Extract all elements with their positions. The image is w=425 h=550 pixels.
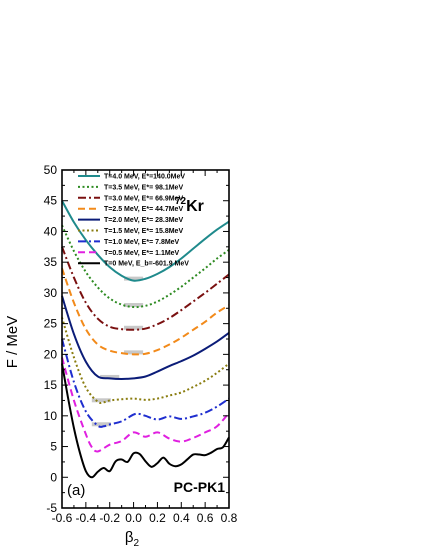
x-tick-label: -0.6 (52, 511, 73, 525)
y-tick-label: 50 (44, 163, 58, 177)
x-tick-label: 0.2 (149, 511, 166, 525)
x-tick-label: -0.4 (76, 511, 97, 525)
legend: T=4.0 MeV, E*=140.0MeV T=3.5 MeV, E*= 98.… (78, 174, 189, 268)
series-line (61, 338, 230, 428)
series-line (61, 268, 230, 356)
minimum-bands (91, 276, 144, 427)
minimum-band (124, 276, 144, 281)
y-tick-label: 15 (44, 378, 58, 392)
legend-label: T=3.5 MeV, E*= 98.1MeV (104, 184, 183, 191)
minimum-band (124, 325, 144, 330)
legend-label: T=4.0 MeV, E*=140.0MeV (104, 174, 185, 181)
model-label: PC-PK1 (174, 479, 226, 495)
minimum-band (124, 350, 144, 355)
axis-ticks: -0.6 -0.4 -0.2 0.0 0.2 0.4 0.6 0.8 -5 0 5 10 15 20 25 3… (44, 163, 238, 525)
minimum-band (100, 374, 120, 379)
nucleus-mass: 72 (175, 196, 187, 207)
x-axis-title-sub: 2 (134, 538, 140, 549)
y-axis-title: F / MeV (4, 316, 21, 369)
minimum-band (91, 422, 111, 427)
series-line (61, 246, 230, 331)
series-layer (61, 200, 230, 479)
x-tick-label: -0.2 (99, 511, 120, 525)
y-tick-label: 25 (44, 317, 58, 331)
x-tick-label: 0.8 (221, 511, 238, 525)
legend-label: T=2.5 MeV, E*= 44.7MeV (104, 206, 183, 213)
minimum-band (91, 398, 111, 403)
y-tick-label: 0 (50, 470, 57, 484)
x-axis-title-main: β (125, 529, 134, 546)
nucleus-label: 72Kr (175, 196, 204, 215)
legend-label: T=0 MeV, E_b=-601.9 MeV (104, 261, 189, 268)
legend-label: T=3.0 MeV, E*= 66.9MeV (104, 195, 183, 202)
series-line (61, 317, 230, 405)
nucleus-symbol: Kr (186, 198, 204, 215)
x-tick-label: 0.4 (173, 511, 190, 525)
panel-label: (a) (67, 482, 85, 499)
x-axis-title: β2 (125, 529, 140, 549)
legend-label: T=0.5 MeV, E*= 1.1MeV (104, 250, 180, 257)
y-tick-label: 10 (44, 409, 58, 423)
legend-label: T=1.0 MeV, E*= 7.8MeV (104, 239, 180, 246)
y-tick-label: -5 (46, 501, 57, 515)
legend-label: T=2.0 MeV, E*= 28.3MeV (104, 217, 183, 224)
y-tick-label: 20 (44, 347, 58, 361)
y-tick-label: 5 (50, 440, 57, 454)
series-line (61, 363, 230, 479)
y-tick-label: 45 (44, 194, 58, 208)
y-tick-label: 40 (44, 224, 58, 238)
x-tick-label: 0.0 (125, 511, 142, 525)
minimum-band (124, 303, 144, 308)
y-tick-label: 30 (44, 286, 58, 300)
series-line (61, 200, 230, 282)
y-tick-label: 35 (44, 255, 58, 269)
series-line (61, 295, 230, 380)
series-line (61, 357, 230, 453)
legend-label: T=1.5 MeV, E*= 15.8MeV (104, 228, 183, 235)
x-tick-label: 0.6 (197, 511, 214, 525)
